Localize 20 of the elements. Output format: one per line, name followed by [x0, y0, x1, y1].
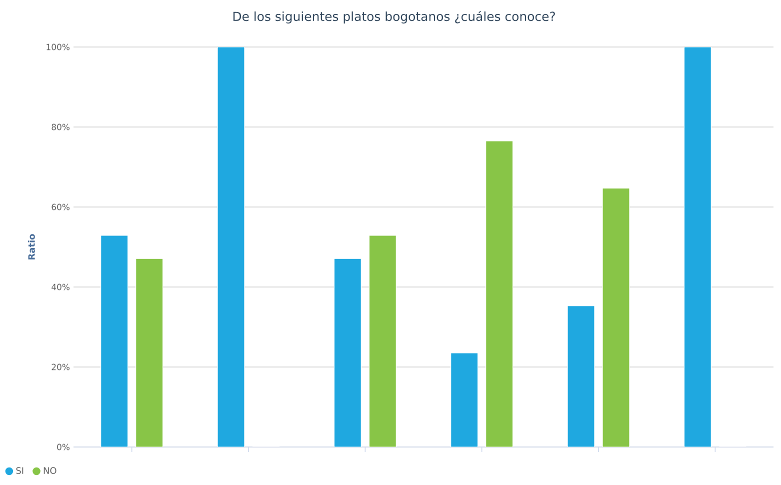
bar: [684, 46, 712, 447]
bar: [368, 235, 396, 447]
bar: [136, 258, 164, 447]
y-tick-label: 0%: [57, 444, 70, 450]
y-tick-label: 20%: [52, 364, 70, 370]
bar: [217, 46, 245, 447]
y-tick-label: 40%: [52, 284, 70, 290]
chart-title: De los siguientes platos bogotanos ¿cuáles conoce?: [233, 10, 555, 24]
bar: [567, 305, 595, 447]
y-tick-label: 100%: [46, 44, 70, 50]
bar: [602, 188, 630, 447]
y-axis-title: Ratio: [28, 234, 35, 260]
bar: [450, 352, 478, 447]
bar: [486, 140, 514, 447]
bar: [100, 235, 128, 447]
y-tick-label: 80%: [52, 124, 70, 130]
legend-label: SI: [16, 467, 24, 474]
legend-label: NO: [44, 467, 56, 474]
bar: [334, 258, 362, 447]
y-tick-label: 60%: [52, 204, 70, 210]
